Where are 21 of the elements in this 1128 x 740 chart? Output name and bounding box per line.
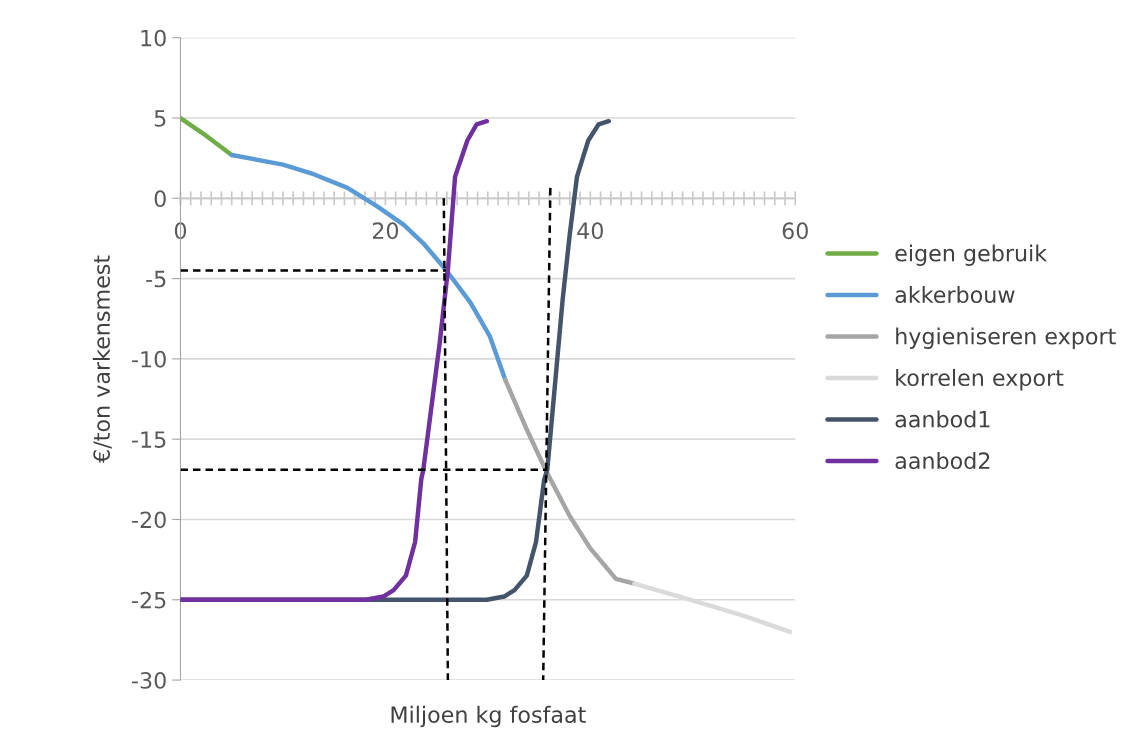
y-tick-label: -10 bbox=[132, 350, 166, 368]
legend-label: hygieniseren export bbox=[896, 327, 1116, 349]
y-tick-label: -5 bbox=[146, 270, 166, 288]
y-tick-label: -20 bbox=[132, 511, 166, 529]
y-tick-label: 0 bbox=[154, 190, 166, 208]
y-tick-label: -15 bbox=[132, 431, 166, 448]
y-tick-label: 5 bbox=[154, 110, 166, 127]
y-tick-label: 10 bbox=[141, 29, 166, 47]
x-tick-label: 0 bbox=[174, 222, 187, 240]
y-axis-title: €/ton varkensmest bbox=[92, 255, 112, 463]
y-tick-label: -30 bbox=[132, 672, 166, 689]
legend-label: aanbod1 bbox=[895, 410, 990, 428]
legend-label: akkerbouw bbox=[895, 285, 1015, 304]
y-tick-label: -25 bbox=[132, 591, 166, 609]
x-axis-title: Miljoen kg fosfaat bbox=[391, 705, 586, 728]
x-tick-label: 60 bbox=[782, 222, 808, 240]
legend-label: eigen gebruik bbox=[895, 244, 1048, 266]
x-tick-label: 20 bbox=[372, 222, 399, 240]
legend-label: aanbod2 bbox=[895, 451, 990, 470]
legend-label: korrelen export bbox=[896, 368, 1064, 391]
x-tick-label: 40 bbox=[577, 222, 603, 240]
